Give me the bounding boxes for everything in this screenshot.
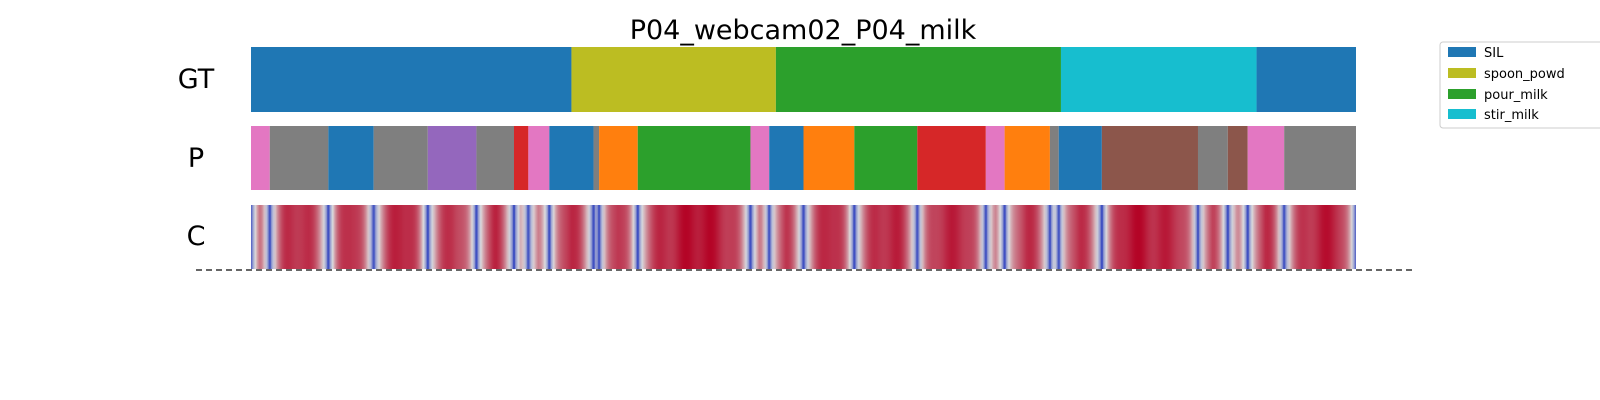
confidence-boundary-13 [802, 205, 805, 269]
legend: SIL spoon_powd pour_milk stir_milk [1439, 41, 1600, 129]
pred-segment-19 [1049, 126, 1059, 190]
pred-segment-21 [1101, 126, 1198, 190]
confidence-row [251, 205, 1356, 269]
row-label-p: P [188, 143, 204, 174]
pred-segment-10 [599, 126, 638, 190]
legend-frame [1439, 41, 1600, 129]
pred-segment-0 [251, 126, 270, 190]
gt-segment-2 [775, 47, 1061, 112]
confidence-boundary-8 [592, 205, 595, 269]
confidence-boundary-7 [548, 205, 551, 269]
confidence-boundary-11 [749, 205, 752, 269]
legend-label-pour-milk: pour_milk [1484, 88, 1548, 103]
pred-segment-13 [769, 126, 804, 190]
pred-segment-2 [328, 126, 374, 190]
pred-segment-7 [528, 126, 550, 190]
pred-segment-18 [1004, 126, 1050, 190]
pred-segment-20 [1058, 126, 1102, 190]
confidence-boundary-19 [1057, 205, 1060, 269]
pred-segment-24 [1247, 126, 1285, 190]
pred-segment-16 [917, 126, 986, 190]
gt-segment-0 [251, 47, 572, 112]
confidence-boundary-22 [1226, 205, 1229, 269]
pred-segment-3 [373, 126, 428, 190]
pred-segment-22 [1197, 126, 1228, 190]
confidence-boundary-21 [1196, 205, 1199, 269]
confidence-boundary-14 [853, 205, 856, 269]
gt-row [251, 47, 1356, 112]
confidence-boundary-5 [512, 205, 515, 269]
confidence-boundary-23 [1246, 205, 1249, 269]
pred-segment-8 [549, 126, 594, 190]
legend-label-sil: SIL [1484, 46, 1504, 61]
pred-segment-5 [476, 126, 514, 190]
confidence-boundary-17 [1003, 205, 1006, 269]
confidence-boundary-16 [984, 205, 987, 269]
confidence-boundary-12 [768, 205, 771, 269]
pred-segment-17 [985, 126, 1005, 190]
pred-segment-1 [269, 126, 329, 190]
confidence-boundary-10 [636, 205, 639, 269]
confidence-boundary-3 [426, 205, 429, 269]
confidence-boundary-20 [1100, 205, 1103, 269]
confidence-boundary-6 [527, 205, 530, 269]
confidence-boundary-18 [1048, 205, 1051, 269]
pred-segment-6 [513, 126, 529, 190]
confidence-boundary-2 [372, 205, 375, 269]
confidence-boundary-9 [598, 205, 601, 269]
pred-segment-23 [1227, 126, 1248, 190]
prediction-row [251, 126, 1356, 190]
legend-label-spoon-powd: spoon_powd [1484, 67, 1565, 82]
row-label-gt: GT [178, 64, 215, 95]
gt-segment-1 [571, 47, 776, 112]
gt-segment-3 [1060, 47, 1257, 112]
pred-segment-4 [427, 126, 477, 190]
gt-segment-4 [1256, 47, 1356, 112]
confidence-boundary-15 [916, 205, 919, 269]
confidence-boundary-24 [1283, 205, 1286, 269]
row-label-c: C [187, 221, 206, 252]
legend-swatch-stir-milk [1448, 109, 1476, 119]
legend-swatch-sil [1448, 47, 1476, 57]
pred-segment-9 [593, 126, 600, 190]
pred-segment-12 [750, 126, 770, 190]
legend-label-stir-milk: stir_milk [1484, 108, 1539, 123]
pred-segment-25 [1284, 126, 1356, 190]
pred-segment-11 [637, 126, 751, 190]
legend-swatch-spoon-powd [1448, 68, 1476, 78]
confidence-boundary-4 [475, 205, 478, 269]
pred-segment-15 [854, 126, 918, 190]
pred-segment-14 [803, 126, 855, 190]
confidence-boundary-1 [327, 205, 330, 269]
chart-title: P04_webcam02_P04_milk [630, 15, 977, 46]
confidence-boundary-0 [268, 205, 271, 269]
legend-swatch-pour-milk [1448, 89, 1476, 99]
